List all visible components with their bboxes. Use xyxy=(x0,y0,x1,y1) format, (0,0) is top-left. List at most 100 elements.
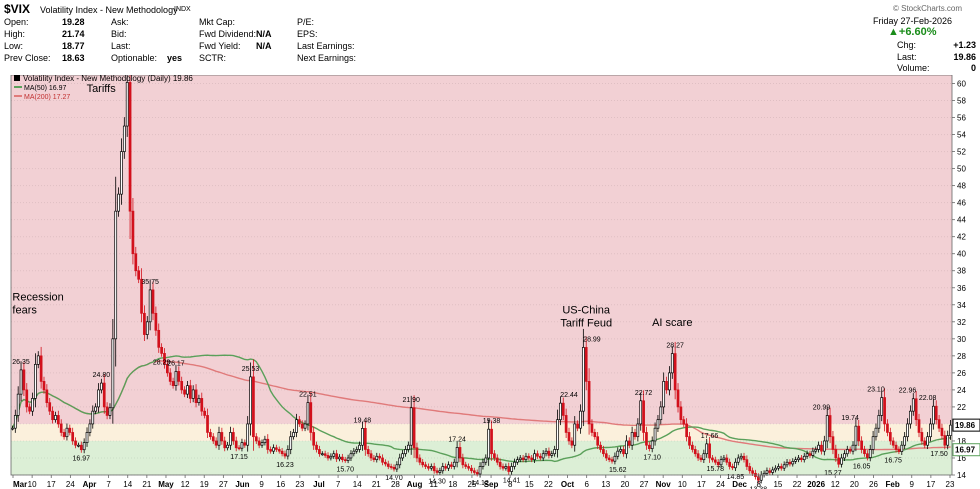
candle-body xyxy=(206,415,209,433)
y-tick-label: 48 xyxy=(957,182,966,191)
candle-body xyxy=(82,442,86,451)
candle-body xyxy=(51,410,54,421)
candle-body xyxy=(421,461,425,466)
candle-body xyxy=(249,376,252,425)
candle-body xyxy=(398,457,402,466)
candle-body xyxy=(639,400,643,425)
candle-body xyxy=(917,419,921,433)
volume-value: 0 xyxy=(970,63,976,73)
candle-body xyxy=(688,436,691,446)
candle-body xyxy=(102,382,106,408)
candle-body xyxy=(524,455,528,461)
candle-body xyxy=(487,428,491,459)
candle-body xyxy=(825,415,829,442)
candle-body xyxy=(934,405,938,421)
candle-body xyxy=(174,371,178,386)
candle-body xyxy=(48,402,52,412)
candle-body xyxy=(171,381,175,386)
y-tick-label: 32 xyxy=(957,318,966,327)
high-value: 21.74 xyxy=(62,29,85,39)
x-tick-label: 15 xyxy=(525,480,534,489)
candle-body xyxy=(587,381,591,425)
candle-body xyxy=(188,385,192,399)
candle-body xyxy=(906,423,909,438)
candle-body xyxy=(863,449,866,455)
candle-body xyxy=(929,423,932,438)
candle-body xyxy=(472,470,476,473)
candle-body xyxy=(662,381,666,408)
candle-body xyxy=(88,423,92,433)
ma50-value-label-box xyxy=(952,443,980,457)
high-label: High: xyxy=(4,29,26,39)
candle-body xyxy=(200,398,204,412)
candle-body xyxy=(599,444,602,450)
candle-body xyxy=(214,440,218,446)
candle-body xyxy=(682,419,686,425)
event-note-line: US-China xyxy=(562,304,611,316)
candle-body xyxy=(625,440,628,455)
x-tick-label: 23 xyxy=(295,480,304,489)
last-value-label: 19.86 xyxy=(955,421,976,430)
candle-body xyxy=(59,423,63,433)
x-tick-label: 24 xyxy=(716,480,725,489)
candle-body xyxy=(85,432,89,444)
x-tick-label: Dec xyxy=(732,480,747,489)
y-tick-label: 34 xyxy=(957,301,966,310)
fwd-dividend-label: Fwd Dividend: xyxy=(199,29,257,39)
candle-body xyxy=(811,450,815,456)
x-tick-label: 21 xyxy=(372,480,381,489)
event-note-line: AI scare xyxy=(652,317,692,329)
candle-body xyxy=(668,372,671,391)
candle-body xyxy=(140,278,143,314)
candle-body xyxy=(475,472,479,475)
candle-body xyxy=(802,455,806,461)
quote-header: $VIX Volatility Index - New Methodology … xyxy=(0,0,980,75)
candle-body xyxy=(946,435,950,446)
candle-body xyxy=(461,457,465,466)
candle-body xyxy=(854,425,858,446)
candle-body xyxy=(392,466,396,470)
candle-body xyxy=(794,459,797,462)
price-annotation: 28.29 xyxy=(153,359,171,366)
price-annotation: 20.99 xyxy=(813,405,831,412)
zone-band-2 xyxy=(11,440,952,475)
candle-body xyxy=(874,427,878,438)
candle-body xyxy=(229,432,232,446)
candle-body xyxy=(395,464,399,470)
candle-body xyxy=(286,449,290,457)
candle-body xyxy=(567,432,571,442)
candle-body xyxy=(665,381,668,391)
candle-body xyxy=(77,444,80,447)
price-annotation: 17.15 xyxy=(230,454,248,461)
candle-body xyxy=(300,423,304,429)
candle-body xyxy=(538,455,542,459)
y-tick-label: 58 xyxy=(957,97,966,106)
price-annotation: 22.72 xyxy=(635,390,653,397)
watermark: © StockCharts.com xyxy=(893,4,963,13)
next-earnings-label: Next Earnings: xyxy=(297,53,357,63)
candle-body xyxy=(366,449,370,455)
candle-body xyxy=(131,210,135,255)
candle-body xyxy=(128,82,132,212)
candle-body xyxy=(289,436,293,450)
candle-body xyxy=(191,389,195,399)
price-annotation: 16.75 xyxy=(884,458,902,465)
legend-ma200: MA(200) 17.27 xyxy=(24,94,70,101)
candle-body xyxy=(822,440,826,452)
chg-value: +1.23 xyxy=(953,40,976,50)
candle-body xyxy=(234,440,238,449)
candle-body xyxy=(209,432,212,438)
candle-body xyxy=(883,397,886,425)
candle-body xyxy=(840,457,843,465)
x-tick-label: 27 xyxy=(640,480,649,489)
price-annotation: 14.41 xyxy=(503,478,521,485)
candle-body xyxy=(616,450,620,457)
candle-body xyxy=(56,415,60,425)
candle-body xyxy=(372,457,376,461)
candle-body xyxy=(28,406,32,412)
candle-body xyxy=(160,346,163,354)
price-annotation: 26.35 xyxy=(12,359,30,366)
candle-body xyxy=(168,372,172,382)
mkt-cap-label: Mkt Cap: xyxy=(199,17,236,27)
